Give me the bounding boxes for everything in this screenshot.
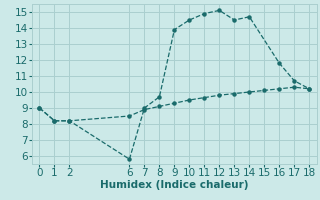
X-axis label: Humidex (Indice chaleur): Humidex (Indice chaleur) <box>100 180 249 190</box>
